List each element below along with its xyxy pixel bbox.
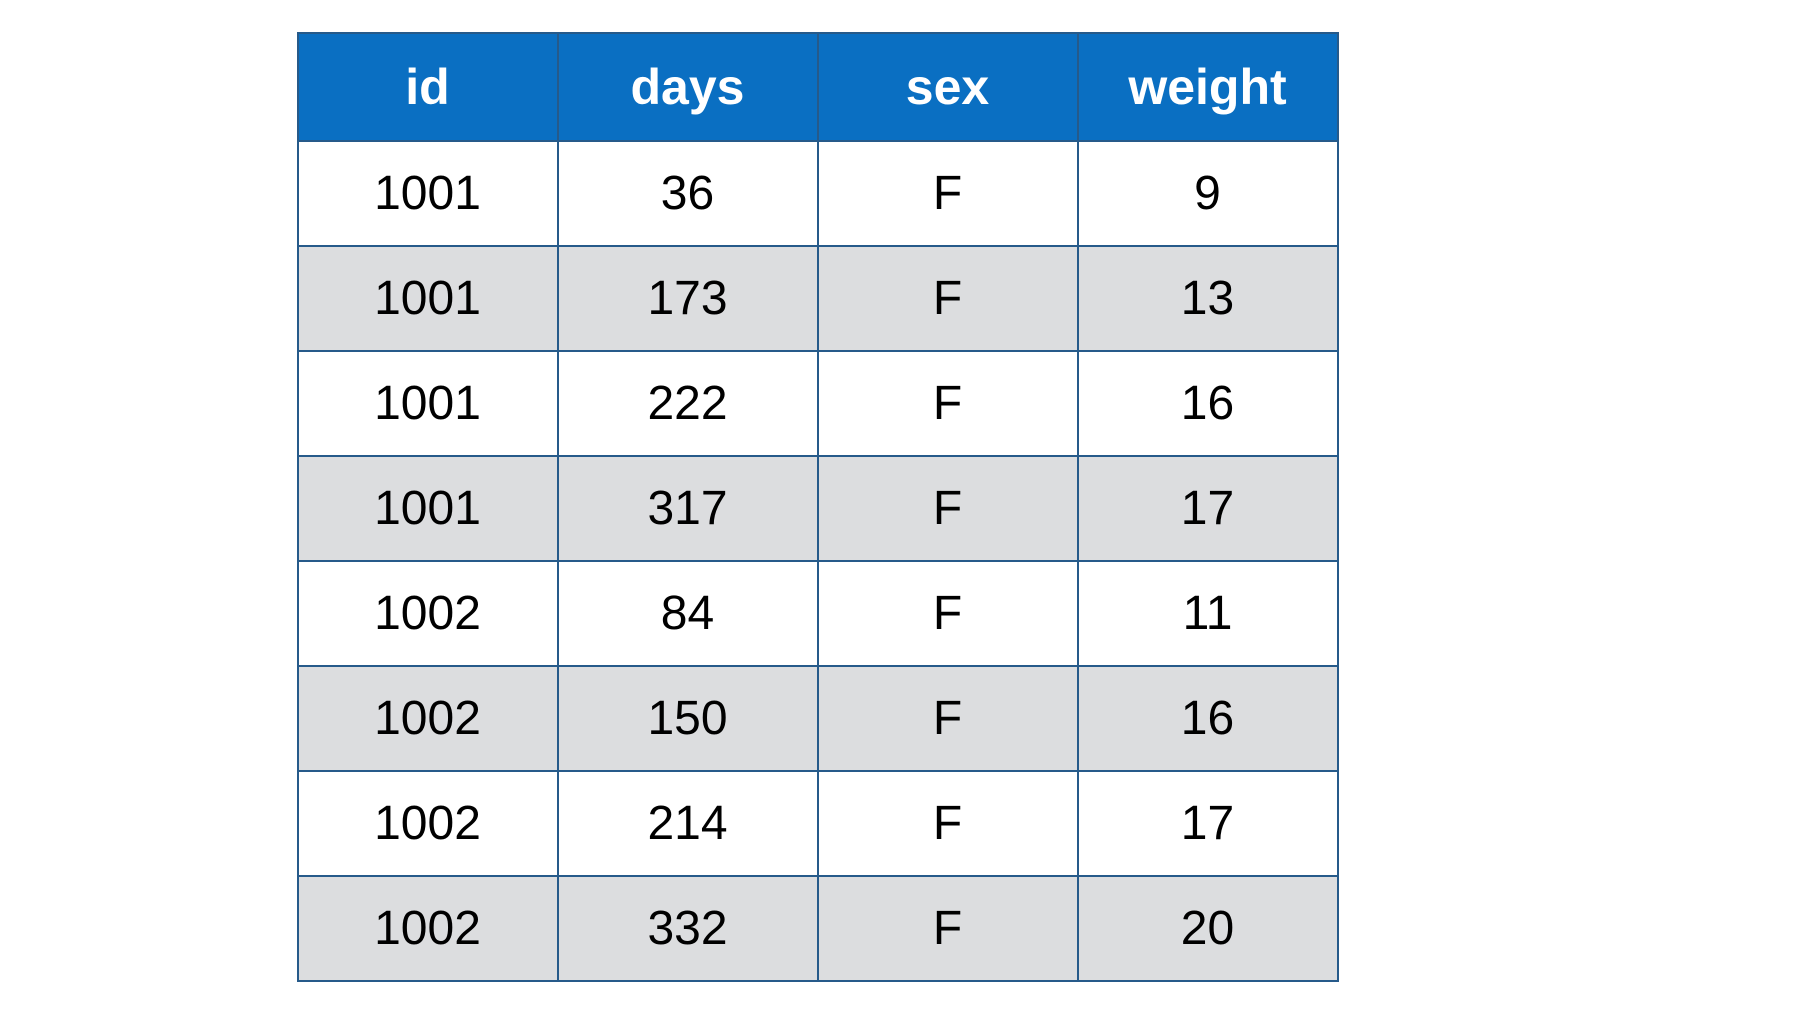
cell-weight: 20 xyxy=(1078,876,1338,981)
cell-weight: 13 xyxy=(1078,246,1338,351)
table-row: 1002 150 F 16 xyxy=(298,666,1338,771)
cell-days: 36 xyxy=(558,141,818,246)
column-header-id: id xyxy=(298,33,558,141)
cell-days: 150 xyxy=(558,666,818,771)
table-row: 1001 36 F 9 xyxy=(298,141,1338,246)
cell-sex: F xyxy=(818,246,1078,351)
cell-days: 84 xyxy=(558,561,818,666)
header-row: id days sex weight xyxy=(298,33,1338,141)
cell-id: 1002 xyxy=(298,771,558,876)
table-body: 1001 36 F 9 1001 173 F 13 1001 222 F 16 … xyxy=(298,141,1338,981)
table-row: 1002 84 F 11 xyxy=(298,561,1338,666)
cell-sex: F xyxy=(818,141,1078,246)
cell-id: 1001 xyxy=(298,246,558,351)
data-table-container: id days sex weight 1001 36 F 9 1001 173 … xyxy=(297,32,1339,982)
cell-days: 222 xyxy=(558,351,818,456)
cell-id: 1002 xyxy=(298,666,558,771)
cell-weight: 9 xyxy=(1078,141,1338,246)
data-table: id days sex weight 1001 36 F 9 1001 173 … xyxy=(297,32,1339,982)
cell-weight: 17 xyxy=(1078,771,1338,876)
cell-id: 1001 xyxy=(298,456,558,561)
table-row: 1002 332 F 20 xyxy=(298,876,1338,981)
cell-sex: F xyxy=(818,351,1078,456)
cell-days: 214 xyxy=(558,771,818,876)
table-row: 1001 222 F 16 xyxy=(298,351,1338,456)
cell-sex: F xyxy=(818,666,1078,771)
cell-weight: 17 xyxy=(1078,456,1338,561)
cell-days: 173 xyxy=(558,246,818,351)
cell-weight: 11 xyxy=(1078,561,1338,666)
cell-id: 1001 xyxy=(298,351,558,456)
cell-sex: F xyxy=(818,456,1078,561)
column-header-weight: weight xyxy=(1078,33,1338,141)
cell-id: 1002 xyxy=(298,876,558,981)
cell-sex: F xyxy=(818,876,1078,981)
cell-sex: F xyxy=(818,771,1078,876)
cell-sex: F xyxy=(818,561,1078,666)
column-header-days: days xyxy=(558,33,818,141)
cell-days: 332 xyxy=(558,876,818,981)
table-row: 1001 317 F 17 xyxy=(298,456,1338,561)
cell-weight: 16 xyxy=(1078,351,1338,456)
column-header-sex: sex xyxy=(818,33,1078,141)
table-header: id days sex weight xyxy=(298,33,1338,141)
cell-id: 1001 xyxy=(298,141,558,246)
cell-weight: 16 xyxy=(1078,666,1338,771)
table-row: 1001 173 F 13 xyxy=(298,246,1338,351)
table-row: 1002 214 F 17 xyxy=(298,771,1338,876)
cell-days: 317 xyxy=(558,456,818,561)
cell-id: 1002 xyxy=(298,561,558,666)
